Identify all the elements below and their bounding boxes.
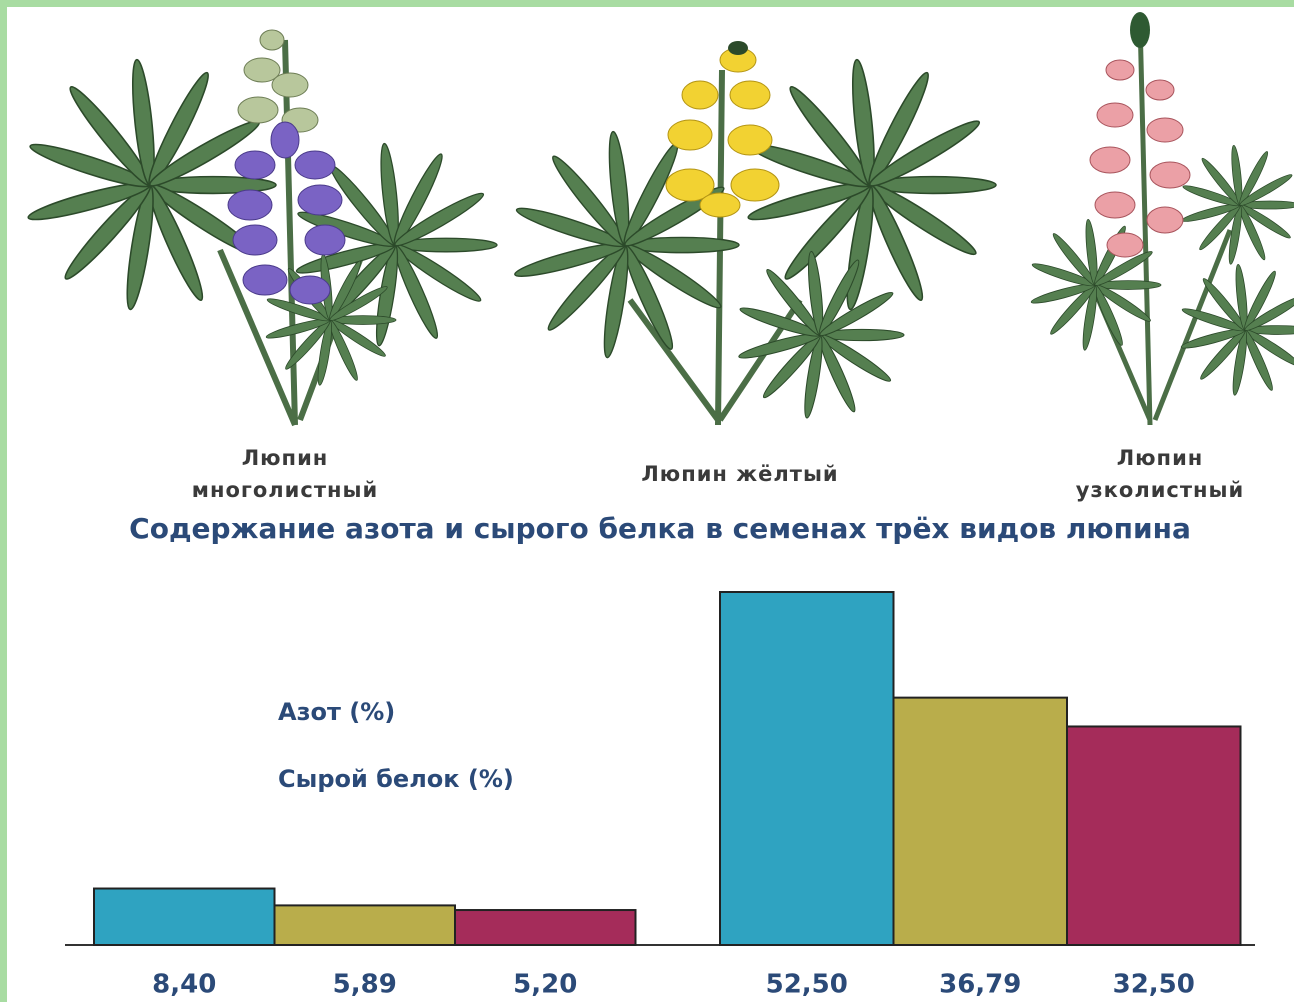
plant-illustration xyxy=(26,30,497,425)
value-label: 5,20 xyxy=(513,970,577,1000)
page: Содержание азота и сырого белка в семена… xyxy=(0,0,1294,1002)
bar xyxy=(894,698,1068,945)
value-label: 32,50 xyxy=(1113,970,1195,1000)
bar xyxy=(455,910,636,945)
legend-label: Азот (%) xyxy=(278,698,395,726)
category-label: Люпин многолистный xyxy=(165,442,405,506)
bar xyxy=(275,905,456,945)
bar xyxy=(1067,726,1241,945)
frame-top xyxy=(0,0,1294,7)
frame-left xyxy=(0,0,7,1002)
category-label: Люпин жёлтый xyxy=(580,458,900,490)
value-label: 36,79 xyxy=(939,970,1021,1000)
plant-illustration xyxy=(1030,12,1294,425)
plant-illustration xyxy=(513,41,996,425)
value-label: 52,50 xyxy=(766,970,848,1000)
legend-label: Сырой белок (%) xyxy=(278,765,514,793)
chart-title: Содержание азота и сырого белка в семена… xyxy=(129,512,1191,545)
value-label: 5,89 xyxy=(333,970,397,1000)
bar xyxy=(720,592,894,945)
bar xyxy=(94,889,275,945)
category-label: Люпин узколистный xyxy=(1035,442,1285,506)
value-label: 8,40 xyxy=(152,970,216,1000)
